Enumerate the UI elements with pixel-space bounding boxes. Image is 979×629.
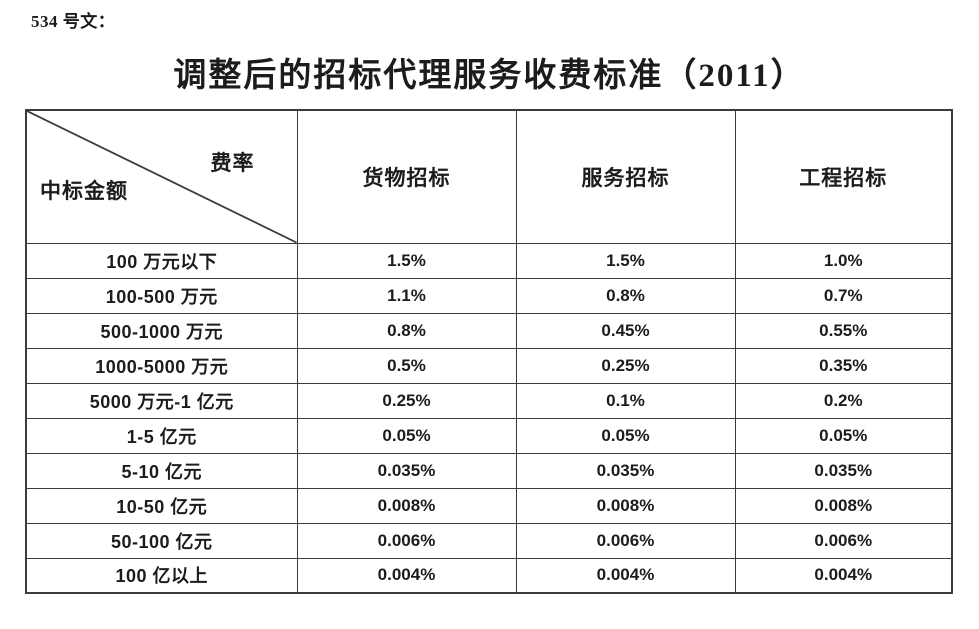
doc-number-label: 534 号文： — [31, 12, 116, 31]
rate-value: 0.25% — [515, 347, 736, 384]
column-header-services: 服务招标 — [515, 109, 736, 244]
rate-value: 0.2% — [734, 382, 953, 419]
rate-value: 0.8% — [296, 312, 517, 349]
row-label: 1-5 亿元 — [25, 417, 298, 454]
column-header-engineering: 工程招标 — [734, 109, 953, 244]
rate-value: 0.25% — [296, 382, 517, 419]
rate-value: 0.05% — [296, 417, 517, 454]
row-label: 100 万元以下 — [25, 242, 298, 279]
header-row: 费率 中标金额 货物招标 服务招标 工程招标 — [25, 109, 953, 244]
table-row: 1-5 亿元 0.05% 0.05% 0.05% — [25, 417, 953, 454]
page-title: 调整后的招标代理服务收费标准（2011） — [173, 58, 806, 94]
row-label: 500-1000 万元 — [25, 312, 298, 349]
row-label: 5-10 亿元 — [25, 452, 298, 489]
rate-value: 0.008% — [734, 487, 953, 524]
rate-value: 0.1% — [515, 382, 736, 419]
table-row: 50-100 亿元 0.006% 0.006% 0.006% — [25, 522, 953, 559]
row-label: 1000-5000 万元 — [25, 347, 298, 384]
rate-value: 0.006% — [296, 522, 517, 559]
rate-value: 0.035% — [296, 452, 517, 489]
rate-value: 0.8% — [515, 277, 736, 314]
column-header-goods: 货物招标 — [296, 109, 517, 244]
row-label: 100 亿以上 — [25, 557, 298, 594]
table-row: 5-10 亿元 0.035% 0.035% 0.035% — [25, 452, 953, 489]
corner-label-amount: 中标金额 — [40, 179, 128, 203]
rate-value: 1.0% — [734, 242, 953, 279]
diagonal-line — [27, 111, 297, 243]
table-row: 100 万元以下 1.5% 1.5% 1.0% — [25, 242, 953, 279]
row-label: 10-50 亿元 — [25, 487, 298, 524]
row-label: 100-500 万元 — [25, 277, 298, 314]
rate-value: 0.008% — [296, 487, 517, 524]
rate-value: 0.006% — [734, 522, 953, 559]
table-row: 500-1000 万元 0.8% 0.45% 0.55% — [25, 312, 953, 349]
rate-value: 0.55% — [734, 312, 953, 349]
rate-value: 0.7% — [734, 277, 953, 314]
rate-value: 0.008% — [515, 487, 736, 524]
table-row: 1000-5000 万元 0.5% 0.25% 0.35% — [25, 347, 953, 384]
corner-cell: 费率 中标金额 — [25, 109, 298, 244]
rate-value: 0.004% — [515, 557, 736, 594]
row-label: 5000 万元-1 亿元 — [25, 382, 298, 419]
table-row: 100-500 万元 1.1% 0.8% 0.7% — [25, 277, 953, 314]
rate-value: 0.05% — [734, 417, 953, 454]
rate-value: 0.004% — [734, 557, 953, 594]
table-row: 10-50 亿元 0.008% 0.008% 0.008% — [25, 487, 953, 524]
rate-value: 1.1% — [296, 277, 517, 314]
corner-label-rate: 费率 — [210, 151, 255, 175]
rate-value: 0.45% — [515, 312, 736, 349]
table-row: 100 亿以上 0.004% 0.004% 0.004% — [25, 557, 953, 594]
rate-value: 1.5% — [515, 242, 736, 279]
rate-value: 0.004% — [296, 557, 517, 594]
rate-value: 0.05% — [515, 417, 736, 454]
rate-value: 1.5% — [296, 242, 517, 279]
rate-value: 0.35% — [734, 347, 953, 384]
fee-table: 费率 中标金额 货物招标 服务招标 工程招标 100 万元以下 1.5% 1.5% 1… — [25, 109, 953, 594]
rate-value: 0.035% — [734, 452, 953, 489]
rate-value: 0.035% — [515, 452, 736, 489]
row-label: 50-100 亿元 — [25, 522, 298, 559]
rate-value: 0.5% — [296, 347, 517, 384]
fee-table-body: 100 万元以下 1.5% 1.5% 1.0% 100-500 万元 1.1% 0.8% 0.… — [25, 242, 953, 594]
rate-value: 0.006% — [515, 522, 736, 559]
table-row: 5000 万元-1 亿元 0.25% 0.1% 0.2% — [25, 382, 953, 419]
